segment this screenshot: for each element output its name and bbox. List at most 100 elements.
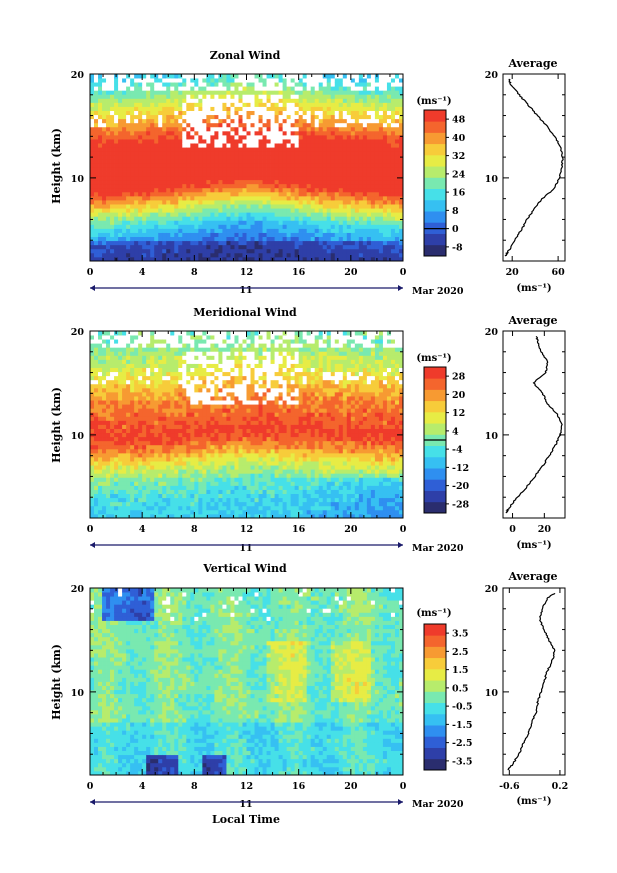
- heatmap-cell: [386, 143, 392, 148]
- heatmap-cell: [114, 139, 119, 144]
- heatmap-cell: [126, 343, 131, 348]
- heatmap-cell: [150, 339, 155, 344]
- heatmap-cell: [358, 74, 364, 79]
- heatmap-cell: [358, 134, 364, 140]
- heatmap-cell: [102, 509, 107, 515]
- heatmap-cell: [270, 98, 275, 103]
- heatmap-cell: [326, 175, 332, 181]
- heatmap-cell: [110, 139, 115, 144]
- heatmap-cell: [342, 110, 348, 116]
- heatmap-cell: [174, 359, 179, 364]
- heatmap-cell: [138, 191, 143, 197]
- heatmap-cell: [166, 118, 171, 124]
- heatmap-cell: [358, 224, 364, 229]
- heatmap-cell: [242, 204, 247, 209]
- heatmap-cell: [350, 98, 356, 103]
- heatmap-cell: [306, 195, 312, 201]
- heatmap-cell: [270, 122, 275, 128]
- heatmap-cell: [290, 94, 296, 99]
- heatmap-cell: [182, 204, 187, 209]
- heatmap-cell: [194, 375, 199, 381]
- heatmap-cell: [138, 477, 143, 482]
- heatmap-cell: [174, 347, 179, 352]
- heatmap-cell: [282, 126, 288, 132]
- heatmap-cell: [134, 102, 139, 107]
- heatmap-cell: [398, 110, 404, 116]
- heatmap-cell: [130, 159, 135, 164]
- heatmap-cell: [114, 212, 119, 217]
- heatmap-cell: [102, 343, 107, 348]
- heatmap-cell: [194, 457, 199, 462]
- heatmap-cell: [342, 94, 348, 99]
- heatmap-cell: [106, 391, 111, 397]
- heatmap-cell: [382, 106, 388, 111]
- heatmap-cell: [302, 151, 308, 156]
- heatmap-cell: [346, 183, 352, 189]
- heatmap-cell: [146, 452, 151, 458]
- heatmap-cell: [282, 208, 288, 213]
- heatmap-cell: [202, 220, 207, 225]
- heatmap-cell: [130, 432, 135, 438]
- heatmap-cell: [338, 232, 344, 238]
- heatmap-cell: [398, 220, 404, 225]
- heatmap-cell: [130, 252, 135, 258]
- heatmap-cell: [266, 106, 271, 111]
- heatmap-cell: [214, 252, 219, 258]
- heatmap-cell: [170, 204, 175, 209]
- heatmap-cell: [102, 147, 107, 152]
- heatmap-cell: [294, 110, 300, 116]
- heatmap-cell: [142, 391, 147, 397]
- heatmap-cell: [174, 339, 179, 344]
- heatmap-cell: [174, 200, 179, 205]
- heatmap-cell: [126, 428, 131, 434]
- heatmap-cell: [182, 130, 187, 136]
- heatmap-cell: [390, 204, 396, 209]
- heatmap-cell: [306, 212, 312, 217]
- heatmap-cell: [394, 143, 400, 148]
- heatmap-cell: [226, 224, 231, 229]
- heatmap-cell: [222, 248, 227, 254]
- heatmap-cell: [170, 74, 175, 79]
- heatmap-cell: [146, 94, 151, 99]
- heatmap-cell: [150, 489, 155, 495]
- heatmap-cell: [138, 114, 143, 120]
- heatmap-cell: [178, 82, 183, 87]
- heatmap-cell: [134, 151, 139, 156]
- heatmap-cell: [374, 86, 380, 91]
- heatmap-cell: [342, 102, 348, 107]
- heatmap-cell: [154, 122, 159, 128]
- heatmap-cell: [146, 335, 151, 340]
- heatmap-cell: [326, 195, 332, 201]
- profile-line: [504, 78, 564, 257]
- heatmap-cell: [138, 481, 143, 486]
- heatmap-cell: [242, 220, 247, 225]
- heatmap-cell: [374, 163, 380, 168]
- heatmap-cell: [398, 240, 404, 246]
- heatmap-cell: [350, 179, 356, 185]
- heatmap-cell: [130, 244, 135, 250]
- heatmap-cell: [246, 118, 251, 124]
- heatmap-cell: [98, 147, 103, 152]
- heatmap-cell: [314, 212, 320, 217]
- heatmap-cell: [258, 98, 263, 103]
- heatmap-cell: [134, 122, 139, 128]
- heatmap-cell: [106, 78, 111, 83]
- heatmap-cell: [218, 200, 223, 205]
- heatmap-cell: [98, 171, 103, 177]
- heatmap-cell: [94, 151, 99, 156]
- heatmap-cell: [206, 86, 211, 91]
- heatmap-cell: [202, 139, 207, 144]
- heatmap-cell: [150, 191, 155, 197]
- heatmap-cell: [194, 175, 199, 181]
- heatmap-cell: [202, 159, 207, 164]
- heatmap-cell: [142, 505, 147, 511]
- heatmap-cell: [334, 240, 340, 246]
- heatmap-cell: [162, 416, 167, 421]
- heatmap-cell: [326, 236, 332, 242]
- heatmap-cell: [118, 387, 123, 393]
- heatmap-cell: [198, 224, 203, 229]
- heatmap-cell: [370, 139, 376, 144]
- heatmap-cell: [214, 106, 219, 111]
- heatmap-cell: [94, 159, 99, 164]
- heatmap-cell: [262, 187, 267, 193]
